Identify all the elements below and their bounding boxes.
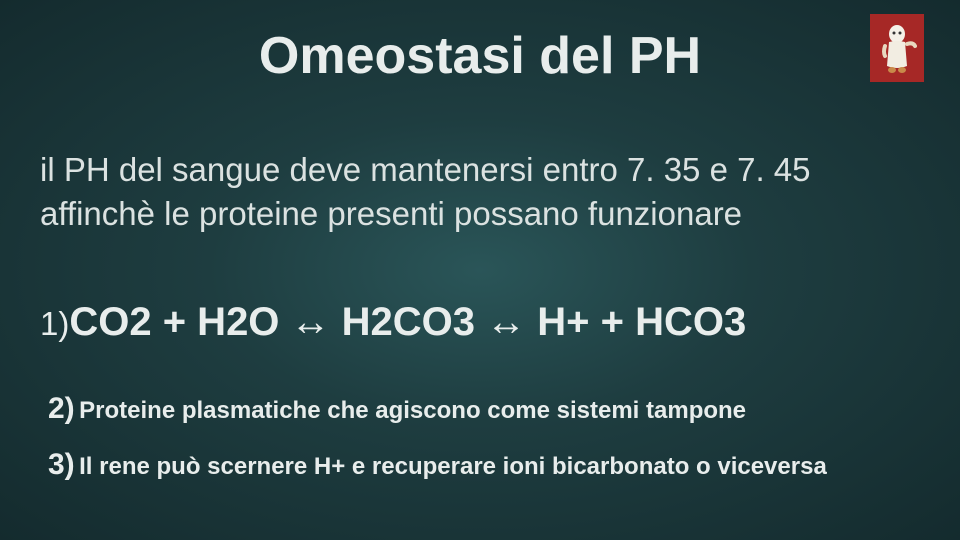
slide-subtitle: il PH del sangue deve mantenersi entro 7… xyxy=(40,148,920,235)
slide-title: Omeostasi del PH xyxy=(0,26,960,86)
point-3-number: 3) xyxy=(48,448,75,481)
point-1-number: 1) xyxy=(40,305,69,342)
point-1: 1)CO2 + H2O ↔ H2CO3 ↔ H+ + HCO3 xyxy=(40,300,746,345)
point-1-text: CO2 + H2O ↔ H2CO3 ↔ H+ + HCO3 xyxy=(69,300,746,344)
point-3-text: Il rene può scernere H+ e recuperare ion… xyxy=(79,453,827,480)
point-3: 3) Il rene può scernere H+ e recuperare … xyxy=(48,448,827,482)
point-2-text: Proteine plasmatiche che agiscono come s… xyxy=(79,397,746,424)
point-2-number: 2) xyxy=(48,392,75,425)
point-2: 2) Proteine plasmatiche che agiscono com… xyxy=(48,392,746,426)
